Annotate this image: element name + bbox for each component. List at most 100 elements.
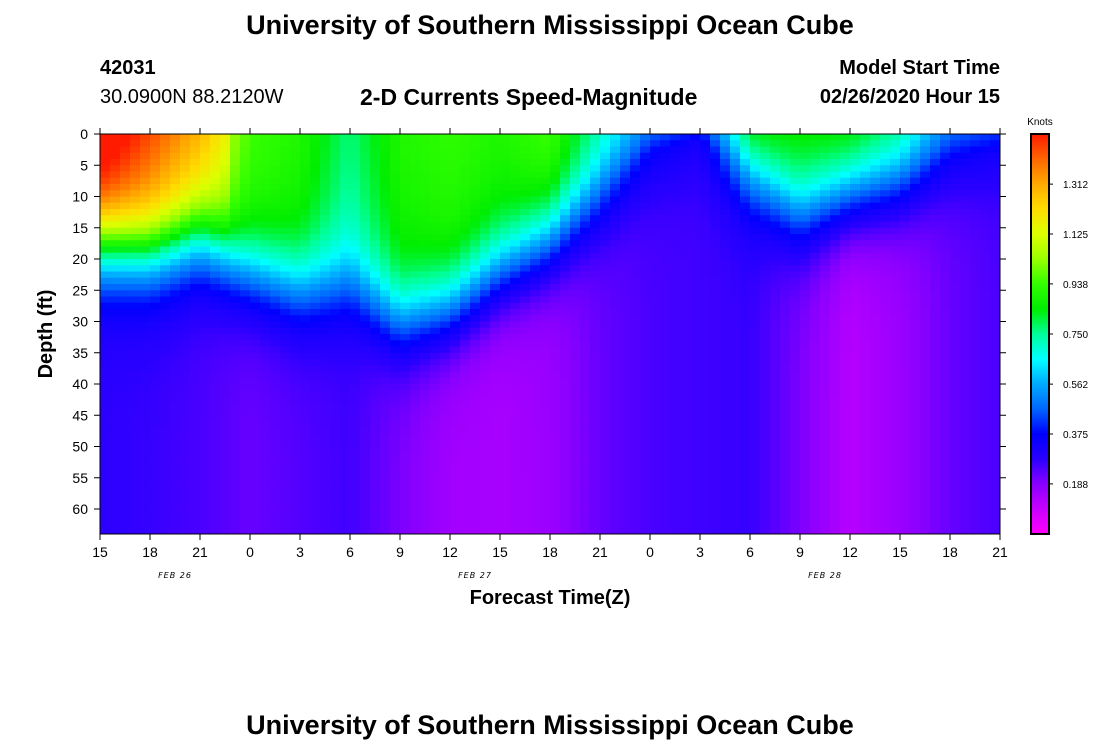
heatmap-cell — [660, 502, 671, 510]
heatmap-cell — [500, 309, 511, 316]
heatmap-cell — [340, 284, 351, 291]
heatmap-cell — [140, 209, 151, 216]
heatmap-cell — [150, 521, 161, 529]
heatmap-cell — [310, 327, 321, 335]
heatmap-cell — [580, 134, 591, 141]
heatmap-cell — [580, 527, 591, 534]
heatmap-cell — [440, 271, 451, 279]
heatmap-cell — [400, 396, 411, 404]
heatmap-cell — [570, 152, 581, 160]
heatmap-cell — [420, 402, 431, 410]
heatmap-cell — [380, 377, 391, 385]
heatmap-cell — [190, 240, 201, 248]
heatmap-cell — [480, 215, 491, 223]
heatmap-cell — [820, 384, 831, 391]
heatmap-cell — [390, 340, 401, 348]
heatmap-cell — [440, 296, 451, 304]
heatmap-cell — [190, 484, 201, 491]
heatmap-cell — [240, 184, 251, 191]
heatmap-cell — [250, 365, 261, 373]
heatmap-cell — [160, 502, 171, 510]
heatmap-cell — [830, 246, 841, 254]
heatmap-cell — [380, 434, 391, 441]
heatmap-cell — [850, 484, 861, 491]
heatmap-cell — [490, 271, 501, 279]
heatmap-cell — [770, 302, 781, 310]
heatmap-cell — [870, 252, 881, 260]
heatmap-cell — [320, 415, 331, 423]
heatmap-cell — [770, 446, 781, 454]
heatmap-cell — [570, 402, 581, 410]
heatmap-cell — [550, 209, 561, 216]
heatmap-cell — [130, 196, 141, 204]
heatmap-cell — [450, 515, 461, 523]
heatmap-cell — [200, 396, 211, 404]
heatmap-cell — [290, 384, 301, 391]
heatmap-cell — [570, 271, 581, 279]
heatmap-cell — [460, 240, 471, 248]
heatmap-cell — [660, 465, 671, 473]
heatmap-cell — [400, 190, 411, 198]
heatmap-cell — [110, 221, 121, 229]
heatmap-cell — [750, 434, 761, 441]
heatmap-cell — [740, 277, 751, 285]
heatmap-cell — [230, 177, 241, 185]
heatmap-cell — [700, 409, 711, 416]
heatmap-cell — [790, 346, 801, 354]
heatmap-cell — [580, 396, 591, 404]
heatmap-cell — [490, 390, 501, 398]
heatmap-cell — [850, 184, 861, 191]
heatmap-cell — [730, 490, 741, 498]
heatmap-cell — [260, 202, 271, 210]
heatmap-cell — [170, 490, 181, 498]
heatmap-cell — [110, 227, 121, 235]
heatmap-cell — [530, 421, 541, 429]
heatmap-cell — [220, 277, 231, 285]
heatmap-cell — [150, 309, 161, 316]
heatmap-cell — [400, 146, 411, 154]
heatmap-cell — [300, 334, 311, 341]
heatmap-cell — [700, 365, 711, 373]
heatmap-cell — [450, 465, 461, 473]
heatmap-cell — [350, 327, 361, 335]
heatmap-cell — [300, 471, 311, 479]
heatmap-cell — [250, 527, 261, 534]
heatmap-cell — [240, 402, 251, 410]
heatmap-cell — [330, 421, 341, 429]
heatmap-cell — [680, 234, 691, 241]
heatmap-cell — [220, 152, 231, 160]
heatmap-cell — [640, 415, 651, 423]
heatmap-cell — [380, 252, 391, 260]
heatmap-cell — [500, 459, 511, 466]
heatmap-cell — [340, 452, 351, 460]
heatmap-cell — [270, 346, 281, 354]
heatmap-cell — [850, 365, 861, 373]
heatmap-cell — [710, 496, 721, 504]
heatmap-cell — [820, 340, 831, 348]
heatmap-cell — [450, 502, 461, 510]
heatmap-cell — [320, 346, 331, 354]
heatmap-cell — [330, 496, 341, 504]
heatmap-cell — [780, 146, 791, 154]
heatmap-cell — [660, 434, 671, 441]
heatmap-cell — [610, 421, 621, 429]
heatmap-cell — [820, 446, 831, 454]
heatmap-cell — [640, 252, 651, 260]
heatmap-cell — [390, 377, 401, 385]
heatmap-cell — [210, 396, 221, 404]
heatmap-cell — [810, 502, 821, 510]
heatmap-cell — [790, 271, 801, 279]
heatmap-cell — [360, 346, 371, 354]
heatmap-cell — [230, 346, 241, 354]
heatmap-cell — [700, 502, 711, 510]
heatmap-cell — [270, 252, 281, 260]
heatmap-cell — [430, 302, 441, 310]
heatmap-cell — [750, 459, 761, 466]
heatmap-cell — [380, 246, 391, 254]
heatmap-cell — [570, 452, 581, 460]
heatmap-cell — [740, 452, 751, 460]
heatmap-cell — [570, 496, 581, 504]
heatmap-cell — [660, 471, 671, 479]
heatmap-cell — [400, 515, 411, 523]
heatmap-cell — [730, 452, 741, 460]
